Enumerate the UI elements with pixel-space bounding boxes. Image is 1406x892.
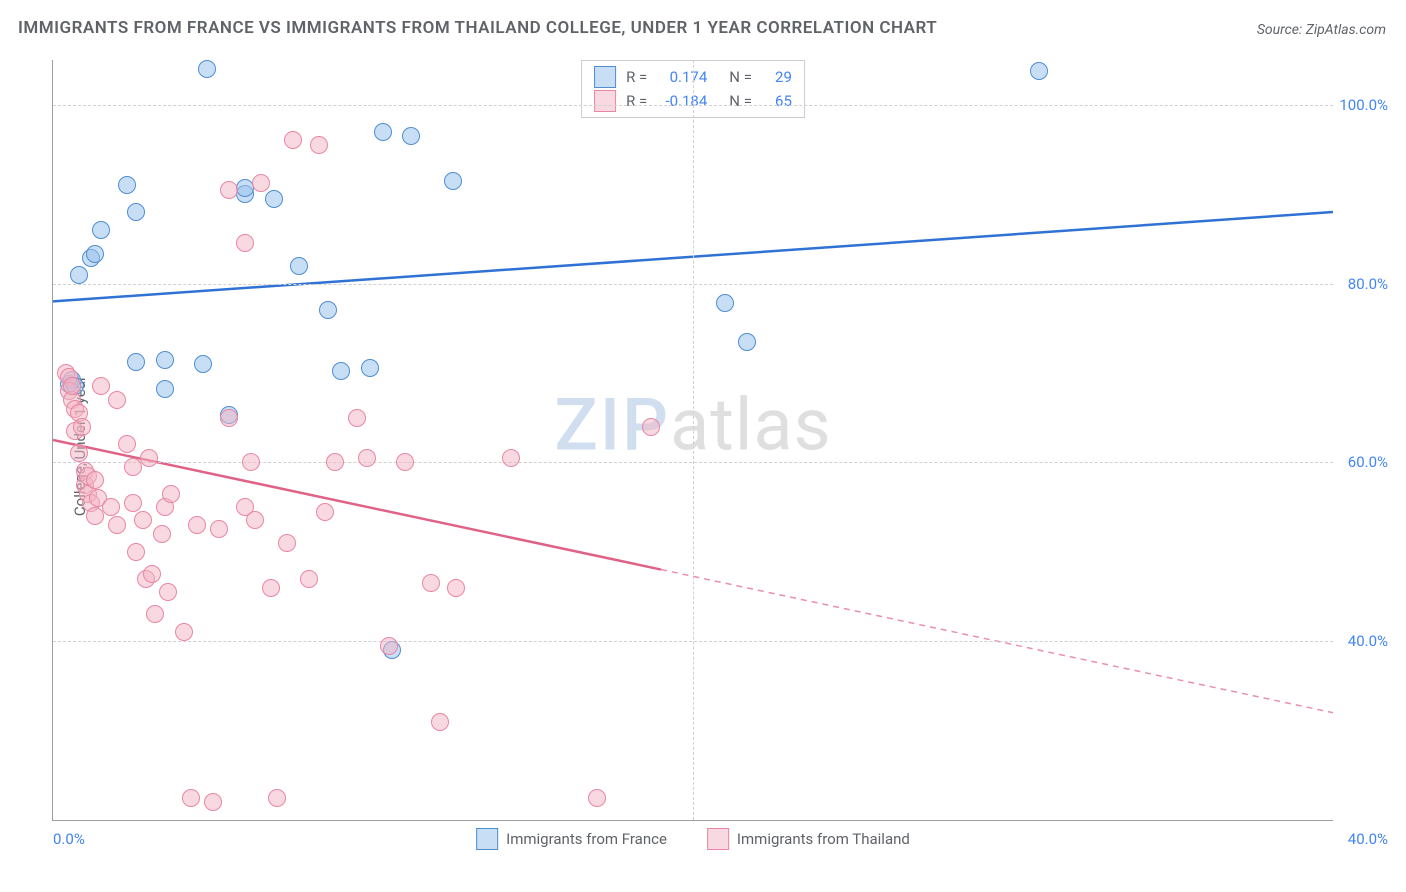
point-thailand xyxy=(380,637,398,655)
point-france xyxy=(1030,62,1048,80)
legend-swatch xyxy=(476,828,498,850)
point-thailand xyxy=(92,377,110,395)
point-thailand xyxy=(108,391,126,409)
legend-n-value: 29 xyxy=(762,65,792,89)
source-attribution: Source: ZipAtlas.com xyxy=(1257,22,1386,38)
point-thailand xyxy=(127,543,145,561)
point-thailand xyxy=(175,623,193,641)
point-thailand xyxy=(242,453,260,471)
point-thailand xyxy=(140,449,158,467)
point-thailand xyxy=(146,605,164,623)
y-tick-label: 80.0% xyxy=(1348,275,1388,293)
y-tick-label: 60.0% xyxy=(1348,453,1388,471)
point-thailand xyxy=(310,136,328,154)
legend-r-value: 0.174 xyxy=(657,65,707,89)
point-france xyxy=(265,190,283,208)
point-thailand xyxy=(422,574,440,592)
point-thailand xyxy=(143,565,161,583)
point-thailand xyxy=(70,444,88,462)
point-france xyxy=(319,301,337,319)
point-thailand xyxy=(118,435,136,453)
point-thailand xyxy=(124,458,142,476)
point-france xyxy=(402,127,420,145)
point-thailand xyxy=(210,520,228,538)
point-thailand xyxy=(278,534,296,552)
point-france xyxy=(444,172,462,190)
point-france xyxy=(332,362,350,380)
point-france xyxy=(118,176,136,194)
point-thailand xyxy=(108,516,126,534)
point-thailand xyxy=(396,453,414,471)
legend-r-label: R = xyxy=(626,89,647,113)
point-thailand xyxy=(588,789,606,807)
point-thailand xyxy=(86,507,104,525)
point-thailand xyxy=(153,525,171,543)
point-thailand xyxy=(502,449,520,467)
point-thailand xyxy=(447,579,465,597)
point-thailand xyxy=(220,181,238,199)
point-thailand xyxy=(348,409,366,427)
y-tick-label: 100.0% xyxy=(1339,96,1388,114)
point-thailand xyxy=(102,498,120,516)
point-thailand xyxy=(162,485,180,503)
legend-swatch xyxy=(707,828,729,850)
point-france xyxy=(198,60,216,78)
point-france xyxy=(127,203,145,221)
point-thailand xyxy=(86,471,104,489)
point-thailand xyxy=(262,579,280,597)
point-thailand xyxy=(358,449,376,467)
legend-n-label: N = xyxy=(729,89,752,113)
point-france xyxy=(156,351,174,369)
point-france xyxy=(374,123,392,141)
point-france xyxy=(86,245,104,263)
point-france xyxy=(194,355,212,373)
chart-title: IMMIGRANTS FROM FRANCE VS IMMIGRANTS FRO… xyxy=(18,18,937,38)
x-tick-label: 0.0% xyxy=(53,830,85,848)
y-tick-label: 40.0% xyxy=(1348,632,1388,650)
point-thailand xyxy=(159,583,177,601)
point-thailand xyxy=(252,174,270,192)
legend-series-label: Immigrants from France xyxy=(506,830,667,848)
point-thailand xyxy=(326,453,344,471)
legend-n-label: N = xyxy=(729,65,752,89)
point-thailand xyxy=(73,418,91,436)
legend-swatch xyxy=(594,66,616,88)
point-thailand xyxy=(124,494,142,512)
legend-n-value: 65 xyxy=(762,89,792,113)
point-thailand xyxy=(316,503,334,521)
point-france xyxy=(716,294,734,312)
plot-area: ZIPatlas R =0.174N =29R =-0.184N =65 Imm… xyxy=(52,60,1333,821)
point-thailand xyxy=(246,511,264,529)
point-thailand xyxy=(204,793,222,811)
legend-series-item: Immigrants from Thailand xyxy=(707,828,910,850)
point-france xyxy=(70,266,88,284)
point-france xyxy=(92,221,110,239)
point-thailand xyxy=(431,713,449,731)
legend-series-label: Immigrants from Thailand xyxy=(737,830,910,848)
legend-r-label: R = xyxy=(626,65,647,89)
point-france xyxy=(127,353,145,371)
point-thailand xyxy=(182,789,200,807)
point-thailand xyxy=(220,409,238,427)
legend-series-item: Immigrants from France xyxy=(476,828,667,850)
legend-swatch xyxy=(594,90,616,112)
point-thailand xyxy=(188,516,206,534)
point-france xyxy=(156,380,174,398)
legend-r-value: -0.184 xyxy=(657,89,707,113)
point-thailand xyxy=(63,377,81,395)
x-tick-label: 40.0% xyxy=(1348,830,1388,848)
chart-container: IMMIGRANTS FROM FRANCE VS IMMIGRANTS FRO… xyxy=(0,0,1406,892)
point-thailand xyxy=(236,234,254,252)
point-thailand xyxy=(284,131,302,149)
point-france xyxy=(738,333,756,351)
point-france xyxy=(361,359,379,377)
point-thailand xyxy=(268,789,286,807)
point-thailand xyxy=(300,570,318,588)
watermark-part2: atlas xyxy=(670,382,832,467)
point-thailand xyxy=(134,511,152,529)
legend-series: Immigrants from France Immigrants from Th… xyxy=(476,828,910,850)
point-france xyxy=(290,257,308,275)
grid-line-v xyxy=(693,60,694,820)
point-thailand xyxy=(642,418,660,436)
